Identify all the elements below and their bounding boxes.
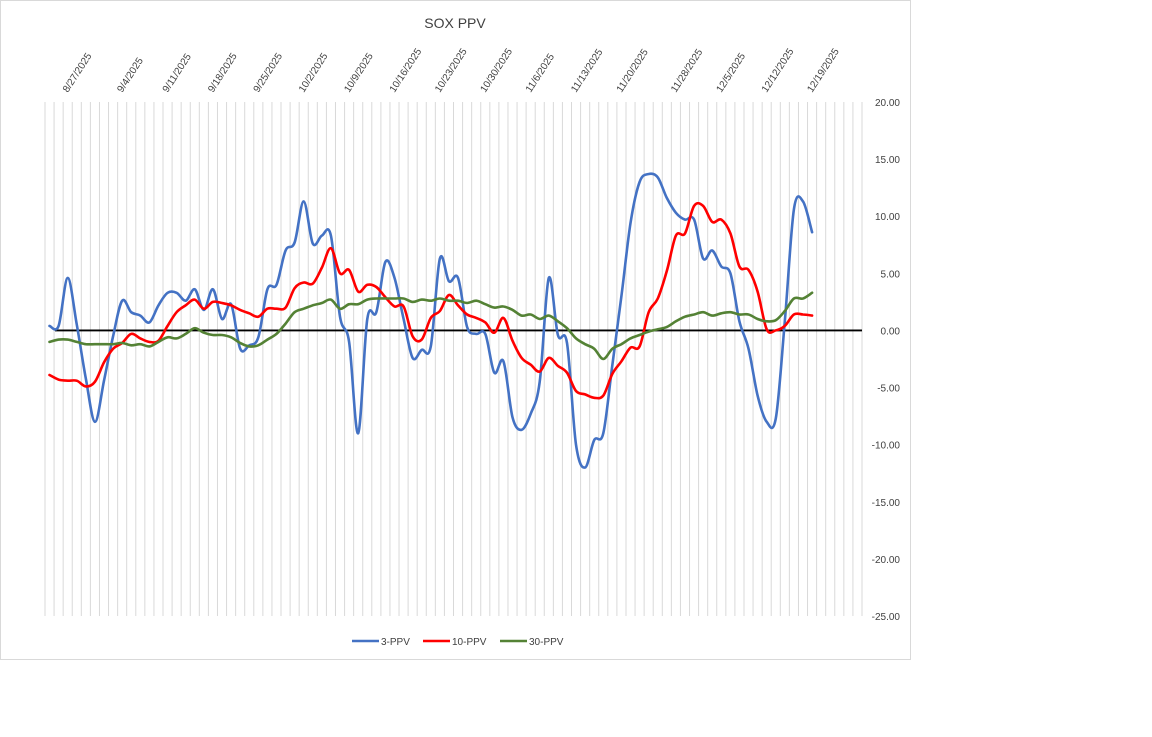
y-tick-label: -5.00	[877, 384, 900, 395]
x-tick-labels: 8/27/2025 9/4/2025 9/11/2025 9/18/2025 9/25/…	[61, 46, 842, 94]
y-tick-label: 20.00	[875, 98, 900, 109]
x-tick-label: 12/12/2025	[760, 46, 797, 94]
x-tick-label: 9/18/2025	[206, 51, 240, 95]
y-tick-labels: 20.00 15.00 10.00 5.00 0.00 -5.00 -10.00 -15.00…	[872, 98, 901, 623]
legend: 3-PPV 10-PPV 30-PPV	[352, 637, 564, 648]
y-tick-label: -10.00	[872, 441, 901, 452]
x-tick-label: 10/16/2025	[388, 46, 425, 94]
series-line-10-ppv	[48, 201, 814, 400]
y-tick-label: -25.00	[872, 612, 901, 623]
series-line-30-ppv	[48, 291, 814, 361]
x-tick-label: 11/20/2025	[615, 47, 651, 95]
x-tick-label: 10/30/2025	[479, 46, 516, 94]
x-tick-label: 8/27/2025	[61, 51, 95, 95]
y-tick-label: -20.00	[872, 555, 901, 566]
y-tick-label: -15.00	[872, 498, 901, 509]
x-tick-label: 11/13/2025	[569, 47, 605, 95]
y-tick-label: 0.00	[881, 326, 901, 337]
x-tick-label: 9/11/2025	[161, 52, 194, 95]
x-tick-label: 10/2/2025	[297, 51, 331, 95]
series-line-3-ppv	[48, 172, 814, 469]
series-lines	[48, 172, 814, 469]
legend-label: 30-PPV	[529, 637, 564, 648]
y-tick-label: 15.00	[875, 155, 900, 166]
x-tick-label: 12/19/2025	[805, 46, 842, 94]
legend-label: 3-PPV	[381, 637, 410, 648]
y-tick-label: 10.00	[875, 212, 900, 223]
x-tick-label: 11/28/2025	[669, 47, 705, 95]
chart-title: SOX PPV	[424, 15, 486, 31]
legend-label: 10-PPV	[452, 637, 487, 648]
x-tick-label: 12/5/2025	[715, 51, 749, 95]
x-tick-label: 10/23/2025	[433, 46, 470, 94]
chart-canvas: SOX PPV 8/27/2025 9/4/2025 9/11/2025 9/18/2…	[44, 15, 901, 648]
x-tick-label: 10/9/2025	[342, 51, 376, 95]
x-tick-label: 9/25/2025	[252, 51, 286, 95]
x-tick-label: 9/4/2025	[115, 56, 146, 95]
x-tick-label: 11/6/2025	[524, 52, 557, 95]
y-tick-label: 5.00	[881, 269, 901, 280]
vertical-gridlines	[44, 102, 863, 616]
